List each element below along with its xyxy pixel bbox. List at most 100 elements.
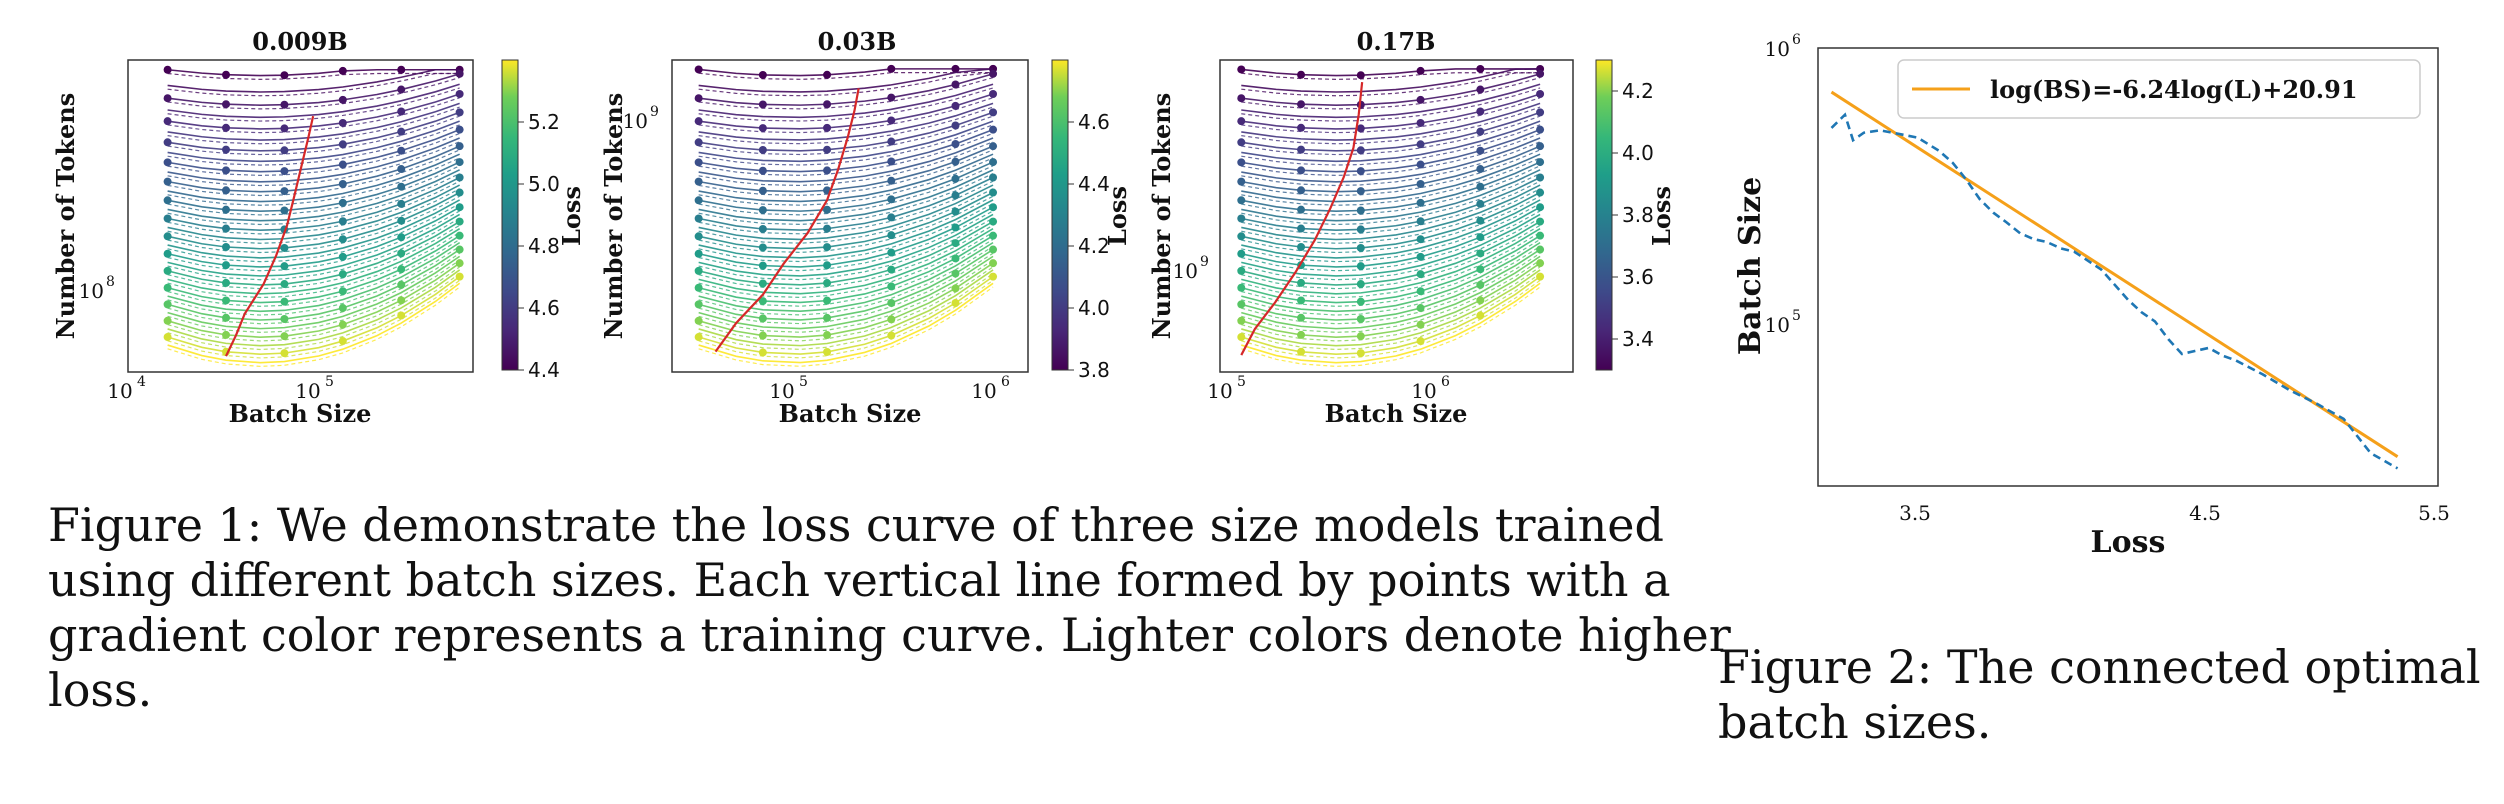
iso-loss-line [167,255,461,330]
iso-loss-fit-line [167,259,460,333]
data-point [694,266,703,275]
data-point [1416,160,1425,169]
data-point [887,195,896,204]
data-point [1237,117,1246,126]
data-point [989,158,998,167]
iso-loss-fit-line [167,77,460,110]
data-point [694,300,703,309]
figure2-caption: Figure 2: The connected optimal batch si… [1718,640,2481,749]
data-point [823,205,832,214]
data-point [455,173,464,182]
data-point [338,252,347,261]
data-point [1237,214,1246,223]
iso-loss-line [698,206,994,268]
data-point [1237,196,1246,205]
data-point [1416,198,1425,207]
iso-loss-fit-line [167,279,460,359]
data-point [280,280,289,289]
iso-loss-fit-line [698,97,994,134]
iso-loss-line [167,227,461,295]
data-point [758,70,767,79]
iso-loss-line [698,255,994,330]
data-point [280,124,289,133]
svg-text:5: 5 [1792,308,1801,324]
iso-loss-fit-line [1241,259,1541,333]
iso-loss-line [698,93,994,130]
iso-loss-fit-line [698,72,994,97]
iso-loss-line [167,120,460,163]
iso-loss-line [167,234,461,304]
data-point [163,138,172,147]
fit-line [1830,90,2399,458]
data-point [1476,265,1485,274]
data-point [1536,231,1545,240]
data-point [1476,165,1485,174]
iso-loss-line [698,128,994,173]
data-point [1356,146,1365,155]
x-tick: 10 5 [1207,374,1246,403]
chart-0009b: 0.009B Batch Size Number of Tokens 10 4 … [51,27,586,428]
data-point [1476,216,1485,225]
svg-text:10: 10 [1765,37,1790,61]
data-point [1476,127,1485,136]
data-point [280,71,289,80]
data-point [1356,315,1365,324]
data-point [1416,235,1425,244]
iso-loss-fit-line [1241,245,1541,316]
iso-loss-line [1241,255,1541,330]
y-axis-label: Number of Tokens [51,93,80,340]
iso-loss-line [698,120,994,163]
data-point [1476,64,1485,73]
data-point [338,270,347,279]
iso-loss-line [167,191,461,250]
data-point [951,64,960,73]
data-point [280,297,289,306]
svg-text:3.8: 3.8 [1622,203,1654,227]
data-point [989,108,998,117]
data-point [280,146,289,155]
data-point [1416,270,1425,279]
colorbar-tick: 4.6 [518,296,560,320]
data-point [1416,304,1425,313]
data-point [163,65,172,74]
data-point [1476,296,1485,305]
iso-loss-line [167,206,461,268]
data-point [887,116,896,125]
iso-loss-line [167,169,460,222]
optimal-batch-curve [1240,82,1364,356]
iso-loss-line [1241,93,1541,130]
data-point [222,145,231,154]
data-point [1356,297,1365,306]
data-point [758,124,767,133]
y-tick: 10 9 [623,104,659,133]
data-point [1356,262,1365,271]
data-point [1476,233,1485,242]
iso-loss-fit-line [698,279,994,359]
svg-text:4.2: 4.2 [1622,79,1654,103]
data-point [338,95,347,104]
iso-loss-line [1241,145,1541,193]
iso-loss-fit-line [698,266,994,342]
svg-text:5.0: 5.0 [528,172,560,196]
data-point [887,298,896,307]
iso-loss-fit-line [1241,203,1541,263]
data-point [1237,249,1246,258]
chart-017b: 0.17B Batch Size Number of Tokens 10 5 1… [1147,27,1676,428]
data-point [951,284,960,293]
iso-loss-line [698,137,994,183]
data-point [1356,167,1365,176]
x-axis-label: Batch Size [229,399,372,428]
data-point [758,348,767,357]
iso-loss-line [167,153,460,203]
iso-loss-line [698,213,994,277]
plot-frame [671,59,1029,373]
data-point [823,296,832,305]
svg-text:4.4: 4.4 [1078,172,1110,196]
data-point [1237,283,1246,292]
data-point [1476,182,1485,191]
iso-loss-line [1241,241,1541,313]
data-point [1356,225,1365,234]
svg-text:4.5: 4.5 [2189,501,2221,525]
data-point [455,142,464,151]
colorbar-label: Loss [557,186,586,246]
